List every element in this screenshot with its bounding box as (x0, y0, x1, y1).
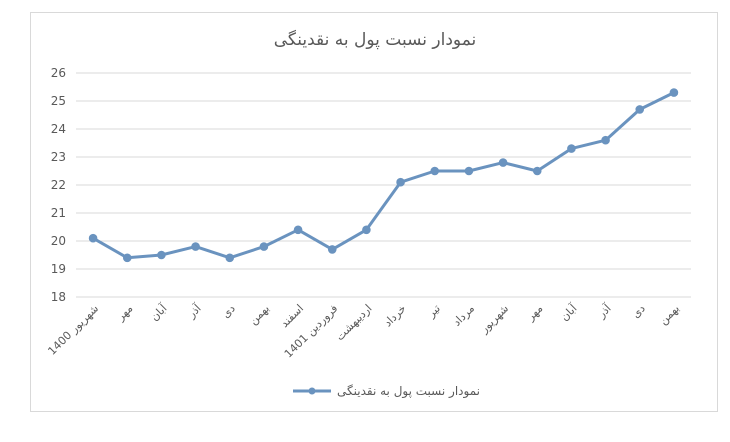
data-point (669, 88, 679, 97)
x-tick-label: بهمن (657, 302, 682, 327)
data-point (532, 166, 542, 176)
line-chart: نمودار نسبت پول به نقدینگی 18 19 20 21 22 23 2… (45, 29, 691, 399)
data-point (567, 144, 576, 153)
series-line (91, 91, 676, 260)
legend: نمودار نسبت پول به نقدینگی (293, 384, 480, 399)
x-tick-label: آذر (594, 301, 615, 322)
data-point (88, 233, 98, 243)
x-tick-label: مرداد (450, 302, 477, 329)
y-tick-label: 21 (51, 206, 66, 220)
data-point (464, 166, 474, 176)
x-tick-label: دی (629, 302, 648, 321)
y-tick-label: 23 (51, 150, 66, 164)
x-tick-label: آبان (147, 301, 170, 324)
data-point (327, 245, 337, 254)
data-point (259, 242, 269, 251)
legend-label: نمودار نسبت پول به نقدینگی (337, 384, 480, 399)
y-tick-label: 18 (51, 290, 66, 304)
x-axis-ticks: شهریور 1400 مهر آبان آذر دی بهمن اسفندفروردین … (45, 301, 682, 361)
y-tick-label: 24 (51, 122, 66, 136)
x-tick-label: تیر (424, 302, 443, 321)
data-point (635, 105, 645, 114)
data-point (157, 250, 166, 260)
chart-frame: نمودار نسبت پول به نقدینگی 18 19 20 21 22 23 2… (30, 12, 718, 412)
series-layer (88, 88, 679, 263)
y-tick-label: 22 (51, 178, 66, 192)
x-tick-label: شهریور 1400 (45, 302, 101, 358)
data-point (601, 135, 610, 145)
x-tick-label: آبان (557, 301, 580, 324)
data-point (362, 225, 371, 235)
data-point (498, 158, 508, 167)
x-tick-label: دی (219, 302, 238, 321)
data-point (191, 242, 200, 251)
data-point (396, 177, 405, 187)
x-tick-label: شهریور (477, 302, 511, 336)
gridlines (76, 72, 691, 298)
x-tick-label: اردیبهشت (333, 302, 374, 343)
y-tick-label: 20 (51, 234, 66, 248)
y-tick-label: 25 (51, 94, 66, 108)
chart-title: نمودار نسبت پول به نقدینگی (274, 29, 477, 50)
x-tick-label: آذر (184, 301, 205, 322)
data-point (293, 225, 303, 235)
data-point (430, 166, 440, 176)
x-tick-label: مهر (523, 302, 545, 324)
y-tick-label: 26 (51, 66, 66, 80)
x-tick-label: خرداد (381, 302, 408, 329)
data-point (122, 253, 132, 263)
y-axis-ticks: 18 19 20 21 22 23 24 25 26 (51, 66, 66, 304)
y-tick-label: 19 (51, 262, 66, 276)
x-tick-label: اسفند (278, 302, 306, 330)
data-point (225, 253, 235, 263)
x-tick-label: بهمن (247, 302, 272, 327)
x-tick-label: مهر (113, 302, 135, 324)
legend-marker (308, 387, 316, 395)
